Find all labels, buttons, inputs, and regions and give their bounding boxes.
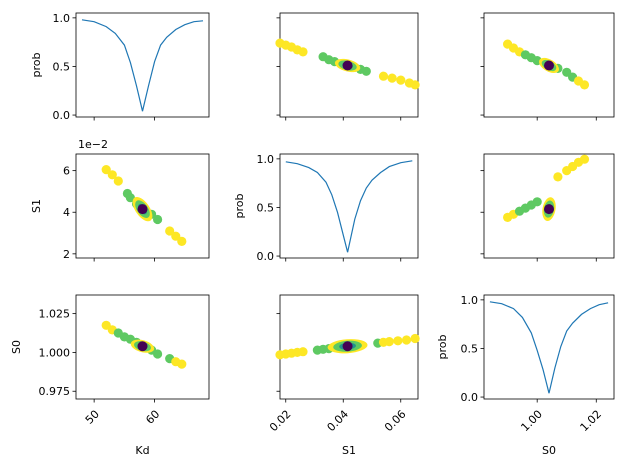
- panel-frame: [483, 294, 615, 400]
- scatter-point: [165, 226, 175, 236]
- panel-frame: [75, 12, 210, 118]
- scatter-point: [153, 349, 163, 359]
- y-tick-label: 1.025: [39, 308, 71, 321]
- panel-p02-axes: [480, 12, 615, 121]
- y-tick-label: 0.0: [461, 391, 479, 404]
- axis-offset-text: 1e−2: [78, 138, 108, 151]
- x-axis-label: S0: [542, 444, 556, 457]
- y-axis-label: S1: [30, 199, 43, 213]
- scatter-point: [396, 75, 406, 85]
- scatter-point: [113, 176, 123, 186]
- x-tick-label: 0.02: [267, 408, 294, 435]
- scatter-p20: [101, 320, 187, 369]
- y-tick-label: 6: [63, 165, 70, 178]
- panel-frame: [483, 153, 615, 259]
- y-axis-label: S0: [10, 340, 23, 354]
- panel-frame: [483, 12, 615, 118]
- y-axis-label: prob: [436, 334, 449, 359]
- scatter-point: [177, 236, 187, 246]
- scatter-point: [410, 333, 420, 344]
- scatter-point: [107, 170, 117, 180]
- panel-p01-axes: [276, 12, 419, 121]
- panel-p10-axes: 2 4 6 S1: [30, 153, 210, 262]
- panel-p11-axes: 0.0 0.5 1.0 prob: [233, 153, 419, 263]
- x-tick-label: 50: [83, 408, 102, 427]
- scatter-point: [393, 336, 403, 346]
- y-tick-label: 1.0: [461, 294, 479, 307]
- panel-p21-axes: 0.02 0.04 0.06 S1: [267, 294, 419, 457]
- y-tick-label: 0.5: [461, 342, 479, 355]
- scatter-point: [378, 71, 389, 81]
- panel-p22-axes: 1.00 1.02 0.0 0.5 1.0 prob S0: [436, 294, 615, 457]
- scatter-point: [532, 197, 542, 207]
- scatter-point: [387, 73, 397, 83]
- y-axis-label: prob: [233, 193, 246, 218]
- y-tick-label: 0.975: [39, 385, 71, 398]
- panel-frame: [75, 294, 210, 400]
- y-tick-label: 0.5: [53, 60, 71, 73]
- scatter-point: [361, 66, 371, 76]
- y-tick-label: 1.0: [257, 153, 275, 166]
- panel-frame: [75, 153, 210, 259]
- x-tick-label: 60: [143, 408, 162, 427]
- y-tick-label: 4: [63, 206, 70, 219]
- panel-frame: [279, 294, 419, 400]
- scatter-point: [153, 214, 163, 225]
- y-axis-label: prob: [30, 52, 43, 77]
- y-tick-label: 0.0: [53, 109, 71, 122]
- panel-p20-axes: 50 60 0.975 1.000 1.025 S0 Kd: [10, 294, 210, 457]
- scatter-p01: [275, 38, 420, 90]
- x-tick-label: 0.06: [382, 408, 409, 435]
- x-tick-label: 0.04: [325, 408, 352, 435]
- y-tick-label: 0.0: [257, 250, 275, 263]
- scatter-point: [177, 359, 187, 369]
- scatter-point: [171, 231, 181, 241]
- scatter-point: [401, 335, 412, 345]
- y-tick-label: 1.000: [39, 346, 71, 359]
- x-tick-label: 1.02: [578, 408, 605, 435]
- scatter-point: [101, 165, 111, 175]
- best-fit-marker: [544, 60, 554, 71]
- x-axis-label: Kd: [135, 444, 149, 457]
- panel-frame: [279, 153, 419, 259]
- prob-curve-p11: [285, 160, 413, 253]
- scatter-point: [298, 347, 308, 357]
- best-fit-marker: [342, 341, 353, 352]
- scatter-point: [579, 80, 590, 90]
- prob-curve-p00: [81, 19, 204, 112]
- panel-p12-axes: [480, 153, 615, 262]
- scatter-point: [384, 337, 394, 347]
- scatter-p02: [503, 39, 590, 90]
- scatter-point: [553, 172, 563, 182]
- scatter-point: [410, 80, 420, 90]
- panel-frame: [279, 12, 419, 118]
- scatter-point: [298, 47, 308, 57]
- panel-p00-axes: 0.0 0.5 1.0 prob: [30, 12, 210, 122]
- scatter-p12: [503, 154, 590, 222]
- scatter-p10: [101, 165, 187, 246]
- best-fit-marker: [342, 60, 353, 71]
- best-fit-marker: [137, 204, 148, 215]
- best-fit-marker: [137, 341, 148, 352]
- best-fit-marker: [544, 204, 554, 215]
- scatter-p21: [275, 333, 420, 360]
- y-tick-label: 0.5: [257, 201, 275, 214]
- y-tick-label: 2: [63, 248, 70, 261]
- prob-curve-p22: [489, 301, 609, 394]
- scatter-point: [579, 154, 590, 164]
- scatter-point: [125, 193, 135, 203]
- x-tick-label: 1.00: [518, 408, 545, 435]
- x-axis-label: S1: [342, 444, 356, 457]
- y-tick-label: 1.0: [53, 12, 71, 25]
